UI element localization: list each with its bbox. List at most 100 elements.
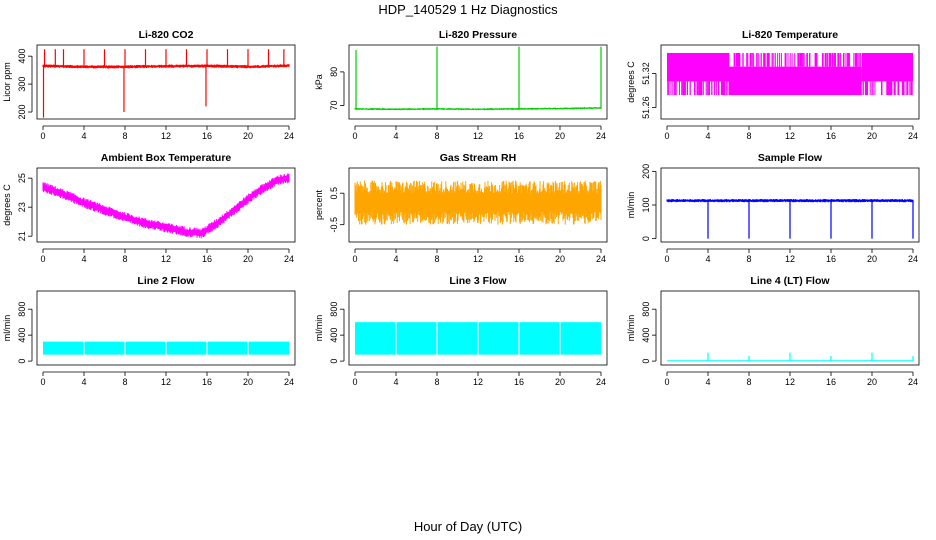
x-tick-label: 8 — [434, 131, 439, 141]
x-tick-label: 8 — [746, 377, 751, 387]
panel-title: Sample Flow — [758, 152, 823, 164]
x-tick-label: 0 — [664, 131, 669, 141]
x-tick-label: 8 — [122, 131, 127, 141]
y-tick-label: 100 — [641, 197, 651, 212]
y-axis-label: degrees C — [626, 61, 636, 103]
panel-title: Line 2 Flow — [137, 275, 195, 287]
plot-frame — [36, 290, 296, 366]
x-tick-label: 20 — [867, 377, 877, 387]
panel-title: Ambient Box Temperature — [101, 152, 232, 164]
panel-title: Gas Stream RH — [440, 152, 516, 164]
chart-panel-4: Ambient Box Temperature 0 4 8 12 16 20 24 21 23 25… — [2, 152, 296, 264]
chart-panel-9: Line 4 (LT) Flow 0 4 8 12 16 20 24 0 400 800 ml/min — [626, 275, 920, 387]
plot-frame — [660, 290, 920, 366]
chart-panel-5: Gas Stream RH 0 4 8 12 16 20 24 -0.5 0.5 percent — [314, 152, 608, 264]
y-tick-label: 70 — [329, 101, 339, 111]
y-tick-label: 400 — [17, 328, 27, 343]
x-tick-label: 8 — [122, 254, 127, 264]
x-tick-label: 12 — [785, 131, 795, 141]
y-tick-label: 25 — [17, 173, 27, 183]
x-tick-label: 20 — [243, 377, 253, 387]
y-tick-label: 200 — [17, 105, 27, 120]
x-tick-label: 8 — [434, 377, 439, 387]
x-tick-label: 16 — [826, 377, 836, 387]
figure-xlabel: Hour of Day (UTC) — [414, 519, 522, 534]
x-tick-label: 24 — [908, 377, 918, 387]
data-layer — [667, 52, 913, 96]
x-tick-label: 12 — [785, 254, 795, 264]
data-layer — [666, 198, 914, 239]
x-tick-label: 16 — [514, 377, 524, 387]
y-tick-label: 21 — [17, 231, 27, 241]
x-tick-label: 4 — [81, 377, 86, 387]
y-tick-label: 80 — [329, 67, 339, 77]
x-tick-label: 16 — [202, 377, 212, 387]
plot-frame — [36, 167, 296, 243]
x-tick-label: 24 — [284, 131, 294, 141]
y-tick-label: 0 — [641, 359, 651, 364]
x-tick-label: 20 — [867, 131, 877, 141]
y-tick-label: 800 — [17, 302, 27, 317]
x-tick-label: 12 — [785, 377, 795, 387]
x-tick-label: 24 — [596, 377, 606, 387]
x-tick-label: 0 — [664, 377, 669, 387]
plot-frame — [348, 44, 608, 120]
x-tick-label: 16 — [514, 254, 524, 264]
x-tick-label: 20 — [243, 131, 253, 141]
y-axis-label: ml/min — [314, 315, 324, 342]
x-tick-label: 8 — [122, 377, 127, 387]
panel-title: Li-820 CO2 — [139, 29, 194, 41]
x-tick-label: 0 — [352, 377, 357, 387]
x-tick-label: 20 — [555, 131, 565, 141]
chart-panel-1: Li-820 CO2 0 4 8 12 16 20 24 200 300 400 Licor ppm — [2, 29, 296, 141]
x-tick-label: 20 — [243, 254, 253, 264]
y-axis-label: ml/min — [626, 192, 636, 219]
x-tick-label: 4 — [705, 254, 710, 264]
plot-frame — [348, 290, 608, 366]
y-tick-label: 51.32 — [641, 62, 651, 85]
x-tick-label: 20 — [555, 254, 565, 264]
data-layer — [43, 341, 289, 355]
y-axis-label: ml/min — [626, 315, 636, 342]
x-tick-label: 16 — [826, 254, 836, 264]
x-tick-label: 8 — [746, 131, 751, 141]
data-layer — [354, 46, 602, 111]
x-tick-label: 16 — [202, 131, 212, 141]
panel-title: Line 3 Flow — [449, 275, 507, 287]
data-band — [354, 180, 602, 225]
data-band — [728, 66, 862, 96]
x-tick-label: 24 — [908, 254, 918, 264]
plot-frame — [36, 44, 296, 120]
chart-panel-2: Li-820 Pressure 0 4 8 12 16 20 24 70 80 kPa — [314, 29, 608, 141]
y-tick-label: 300 — [17, 77, 27, 92]
y-tick-label: 0 — [641, 236, 651, 241]
x-tick-label: 4 — [705, 131, 710, 141]
x-tick-label: 20 — [867, 254, 877, 264]
data-layer — [355, 322, 601, 355]
chart-panel-6: Sample Flow 0 4 8 12 16 20 24 0 100 200 ml/min — [626, 152, 920, 264]
panel-title: Li-820 Temperature — [742, 29, 838, 41]
x-tick-label: 8 — [746, 254, 751, 264]
data-band — [42, 173, 290, 239]
y-tick-label: 400 — [17, 49, 27, 64]
y-tick-label: 0 — [17, 359, 27, 364]
x-tick-label: 4 — [393, 131, 398, 141]
y-tick-label: 0.5 — [329, 187, 339, 200]
y-tick-label: 400 — [329, 328, 339, 343]
data-layer — [42, 49, 290, 118]
x-tick-label: 24 — [596, 131, 606, 141]
y-tick-label: -0.5 — [329, 217, 339, 233]
y-tick-label: 0 — [329, 359, 339, 364]
x-tick-label: 0 — [352, 254, 357, 264]
y-tick-label: 23 — [17, 202, 27, 212]
y-axis-label: percent — [314, 189, 324, 220]
x-tick-label: 4 — [393, 377, 398, 387]
x-tick-label: 0 — [664, 254, 669, 264]
x-tick-label: 24 — [596, 254, 606, 264]
data-layer — [354, 180, 602, 225]
plot-frame — [660, 44, 920, 120]
x-tick-label: 4 — [393, 254, 398, 264]
x-tick-label: 4 — [81, 254, 86, 264]
